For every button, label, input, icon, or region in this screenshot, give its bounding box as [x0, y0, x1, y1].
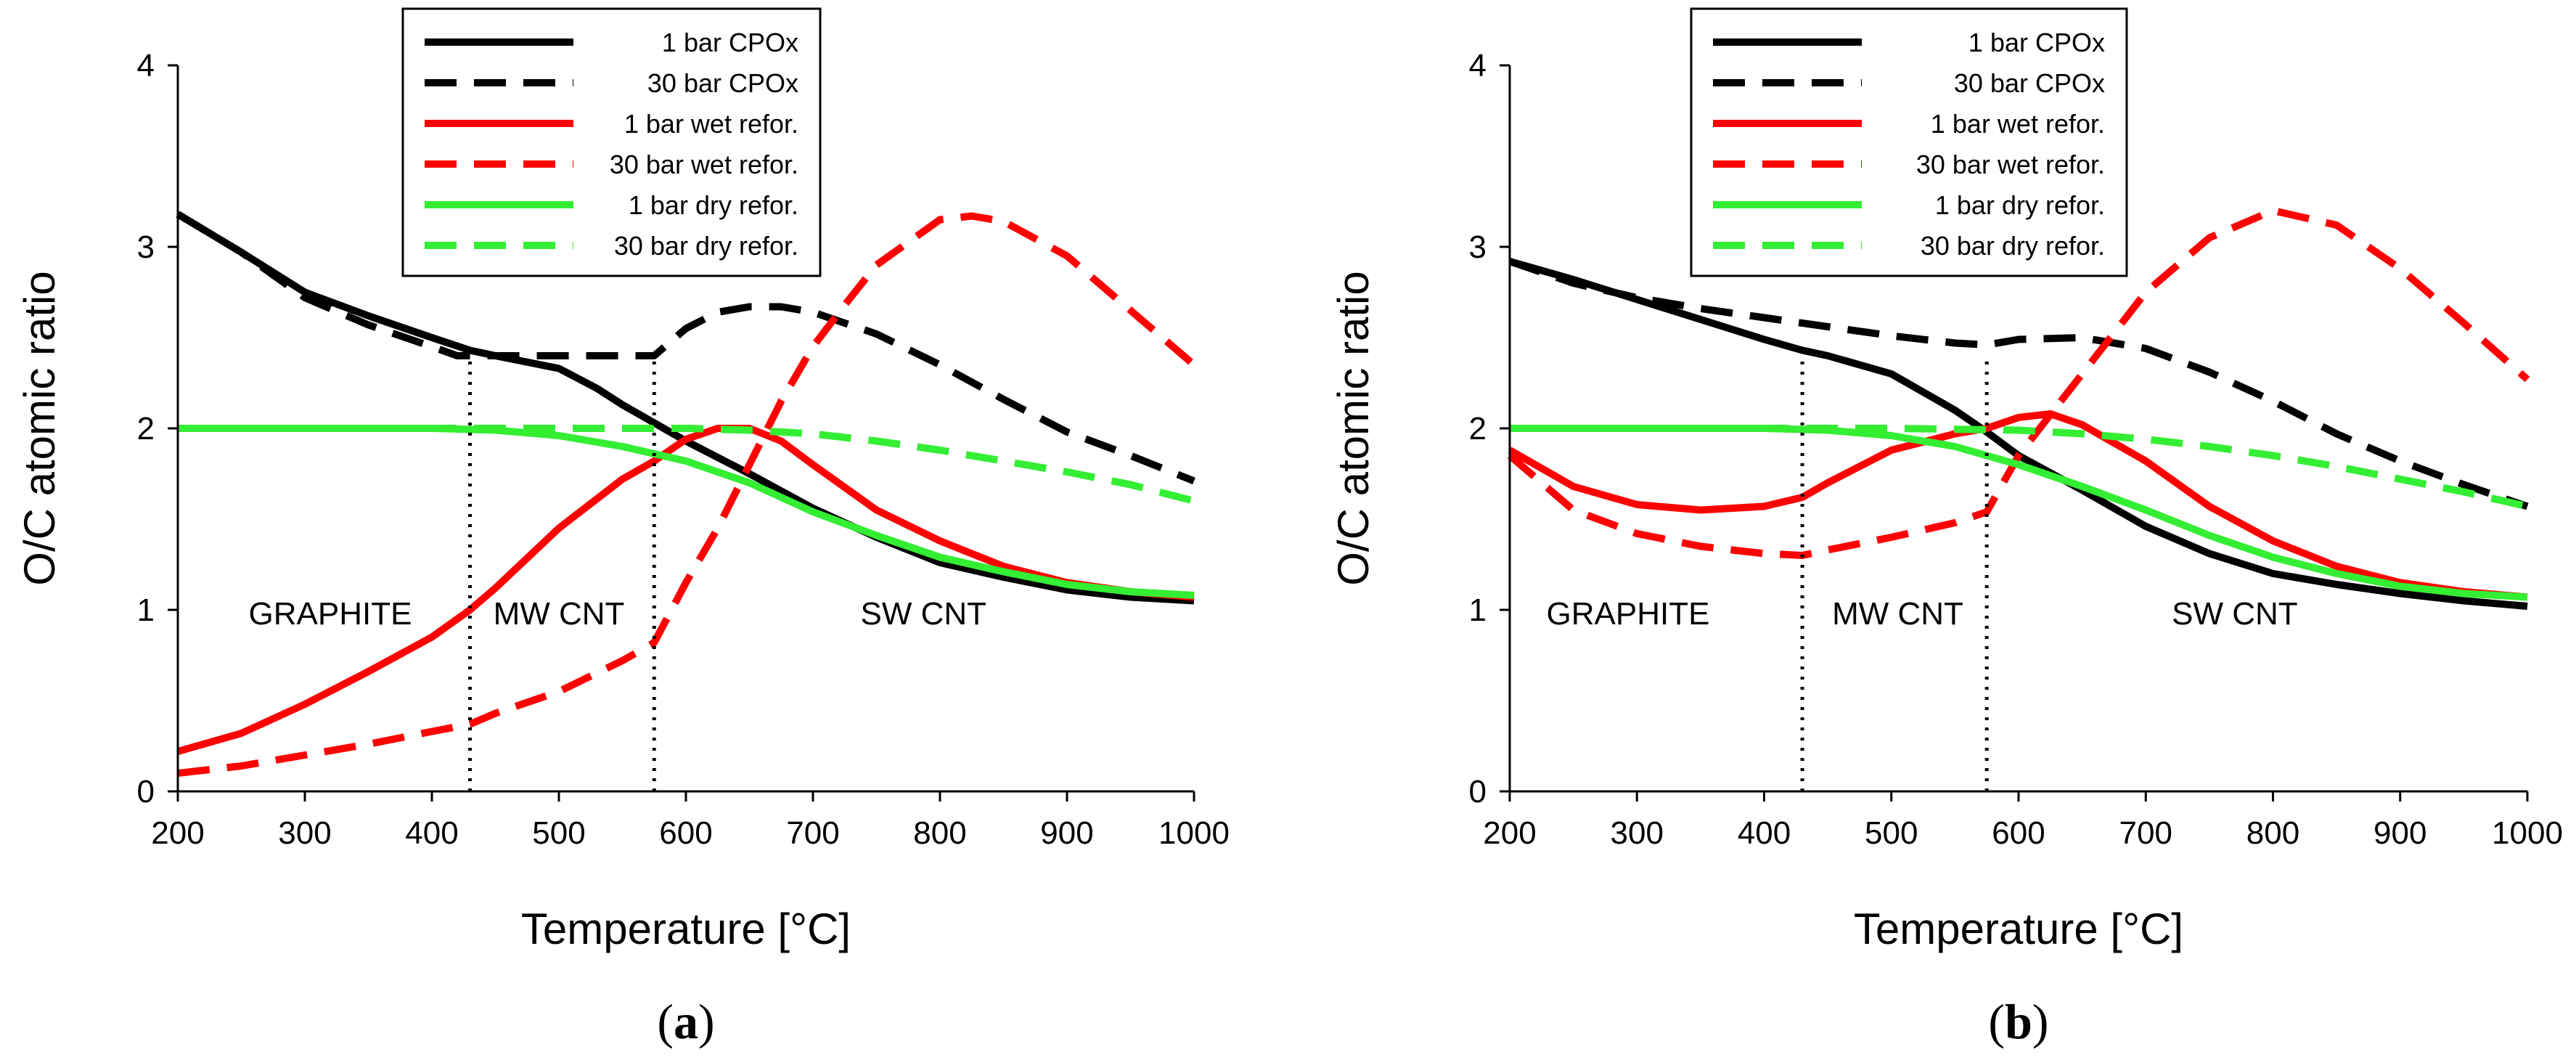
region-label: SW CNT [2172, 596, 2298, 632]
series-line-6 [178, 425, 1195, 505]
legend-label: 30 bar wet refor. [610, 150, 798, 179]
y-tick-label: 1 [137, 592, 155, 628]
x-tick-label: 200 [1483, 815, 1536, 851]
legend-label: 30 bar dry refor. [1921, 231, 2105, 261]
y-tick-label: 2 [1469, 411, 1487, 447]
x-axis-title: Temperature [°C] [521, 905, 851, 953]
legend-label: 1 bar wet refor. [1931, 109, 2105, 139]
chart-panel-b: GRAPHITE MW CNT SW CNT 200 300 400 500 600 700 80… [1329, 7, 2563, 1049]
x-tick-label: 900 [2373, 815, 2426, 851]
legend-label: 30 bar CPOx [1954, 68, 2105, 98]
x-tick-label: 400 [1738, 815, 1791, 851]
x-tick-label: 900 [1040, 815, 1093, 851]
panel-caption: (a) [657, 994, 714, 1049]
region-label: MW CNT [1832, 596, 1963, 632]
x-axis-title: Temperature [°C] [1854, 905, 2183, 953]
caption-letter: a [674, 994, 698, 1049]
y-axis-title: O/C atomic ratio [1329, 271, 1378, 585]
caption-letter: b [2005, 994, 2032, 1049]
x-tick-label: 700 [2119, 815, 2172, 851]
x-tick-label: 800 [913, 815, 966, 851]
region-label: MW CNT [494, 596, 625, 632]
y-tick-label: 4 [137, 48, 155, 83]
y-tick-label: 3 [137, 229, 155, 265]
x-tick-label: 600 [659, 815, 712, 851]
y-axis-title: O/C atomic ratio [15, 271, 64, 585]
legend-label: 30 bar wet refor. [1916, 150, 2105, 179]
x-tick-label: 1000 [2492, 815, 2563, 851]
y-tick-label: 0 [1469, 774, 1487, 810]
legend-label: 1 bar wet refor. [624, 109, 798, 139]
y-tick-label: 2 [137, 411, 155, 447]
legend-label: 1 bar CPOx [662, 28, 798, 57]
region-label: SW CNT [860, 596, 986, 632]
chart-panel-a: GRAPHITE MW CNT SW CNT 200 300 400 500 600 700 80… [15, 7, 1230, 1049]
x-tick-label: 300 [278, 815, 331, 851]
x-tick-label: 200 [151, 815, 204, 851]
legend: 1 bar CPOx 30 bar CPOx 1 bar wet refor. 30 … [1690, 7, 2128, 277]
series-line-4 [1507, 207, 2530, 559]
x-tick-label: 1000 [1158, 815, 1230, 851]
legend-label: 1 bar dry refor. [1935, 190, 2105, 220]
x-tick-label: 300 [1611, 815, 1664, 851]
y-tick-label: 0 [137, 774, 155, 810]
panel-caption: (b) [1988, 994, 2048, 1049]
region-label: GRAPHITE [249, 596, 412, 632]
legend-label: 30 bar dry refor. [614, 231, 798, 261]
legend-box [401, 7, 822, 277]
legend-box [1690, 7, 2128, 277]
y-tick-label: 4 [1469, 48, 1487, 83]
region-label: GRAPHITE [1547, 596, 1710, 632]
legend-label: 30 bar CPOx [647, 68, 798, 98]
x-tick-label: 600 [1992, 815, 2045, 851]
series-line-3 [176, 425, 1195, 755]
caption-paren: ) [2032, 994, 2049, 1049]
legend-label: 1 bar CPOx [1968, 28, 2105, 57]
y-tick-label: 1 [1469, 592, 1487, 628]
x-tick-label: 500 [1865, 815, 1918, 851]
series-line-2 [176, 211, 1195, 485]
series-line-3 [1508, 410, 2528, 601]
legend: 1 bar CPOx 30 bar CPOx 1 bar wet refor. 30 … [401, 7, 822, 277]
x-tick-label: 400 [405, 815, 458, 851]
series-line-2 [1508, 258, 2529, 510]
series-line-6 [1510, 425, 2529, 510]
series-line-4 [177, 212, 1197, 777]
series-line-5 [178, 425, 1195, 599]
x-tick-label: 700 [786, 815, 839, 851]
series-line-1 [176, 211, 1195, 605]
y-tick-label: 3 [1469, 229, 1487, 265]
caption-paren: ( [657, 994, 674, 1049]
legend-label: 1 bar dry refor. [629, 190, 798, 220]
x-tick-label: 500 [532, 815, 585, 851]
caption-paren: ( [1988, 994, 2005, 1049]
x-tick-label: 800 [2246, 815, 2299, 851]
caption-paren: ) [698, 994, 715, 1049]
